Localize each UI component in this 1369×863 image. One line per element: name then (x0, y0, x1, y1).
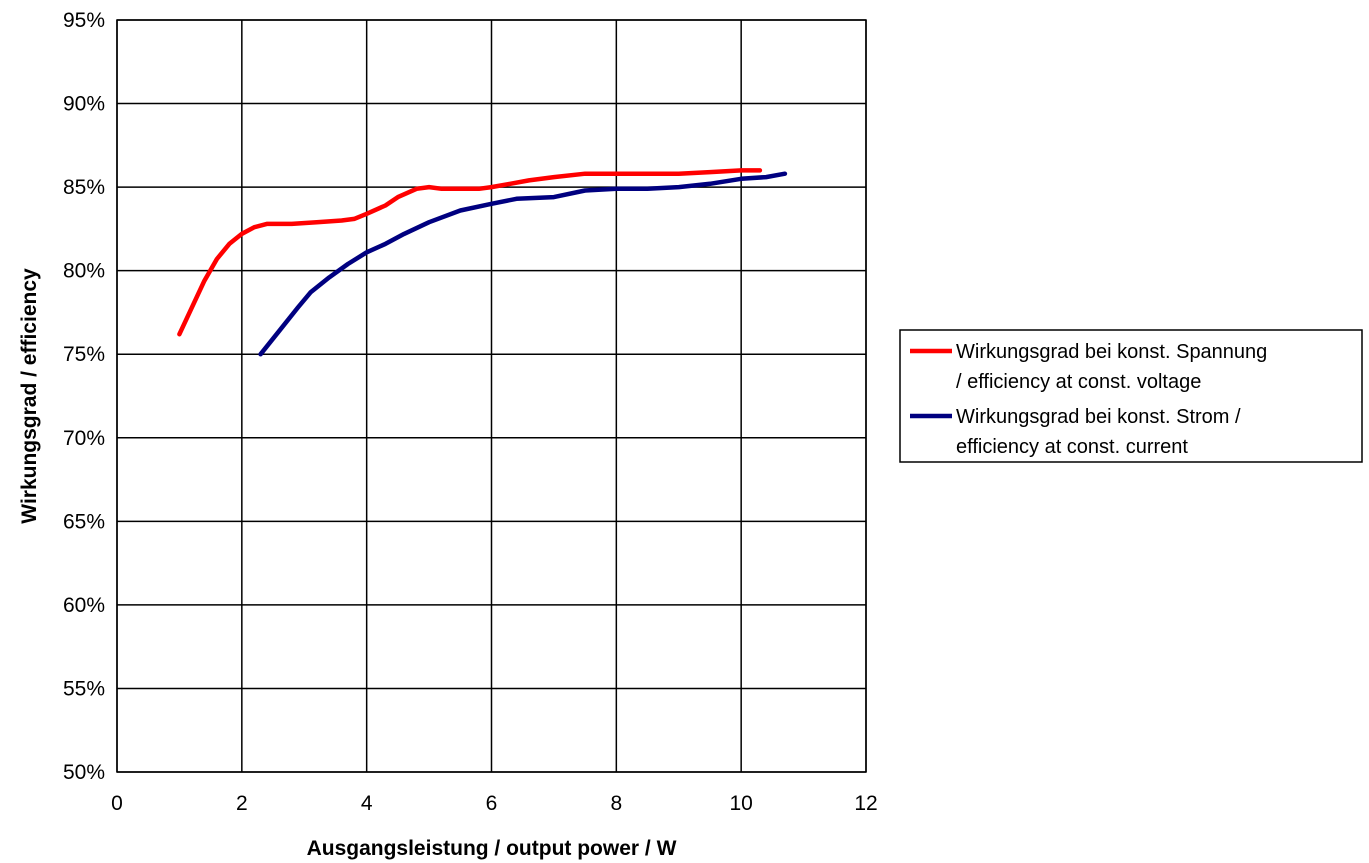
y-axis-title: Wirkungsgrad / efficiency (18, 268, 41, 524)
legend-label-2: efficiency at const. current (956, 436, 1188, 458)
legend-label-2: Wirkungsgrad bei konst. Strom / (956, 406, 1241, 428)
legend-box (899, 329, 1363, 463)
x-tick-label: 12 (854, 792, 877, 815)
y-tick-label: 55% (63, 677, 105, 700)
y-tick-label: 95% (63, 9, 105, 32)
legend-label-1: Wirkungsgrad bei konst. Spannung (956, 341, 1267, 363)
grid (116, 19, 867, 773)
legend: Wirkungsgrad bei konst. Spannung / effici… (899, 329, 1363, 463)
x-tick-label: 6 (486, 792, 498, 815)
y-tick-label: 60% (63, 594, 105, 617)
y-tick-label: 85% (63, 176, 105, 199)
x-tick-label: 10 (729, 792, 752, 815)
legend-label-1: / efficiency at const. voltage (956, 371, 1201, 393)
tick-labels: 0 2 4 6 8 10 12 50% 55% 60% 65% 70% 75% 80% 85% 90% 95% (63, 9, 878, 815)
series-line-2 (258, 171, 788, 357)
x-tick-label: 2 (236, 792, 248, 815)
x-tick-label: 4 (361, 792, 373, 815)
x-axis-title: Ausgangsleistung / output power / W (307, 837, 677, 860)
y-tick-label: 75% (63, 343, 105, 366)
x-tick-label: 8 (610, 792, 622, 815)
y-tick-label: 50% (63, 761, 105, 784)
y-tick-label: 80% (63, 260, 105, 283)
plot-area-frame (116, 19, 867, 773)
y-tick-label: 90% (63, 93, 105, 116)
y-tick-label: 70% (63, 427, 105, 450)
y-tick-label: 65% (63, 510, 105, 533)
x-tick-label: 0 (111, 792, 123, 815)
series-line-1 (177, 168, 763, 337)
series-lines (177, 168, 788, 357)
